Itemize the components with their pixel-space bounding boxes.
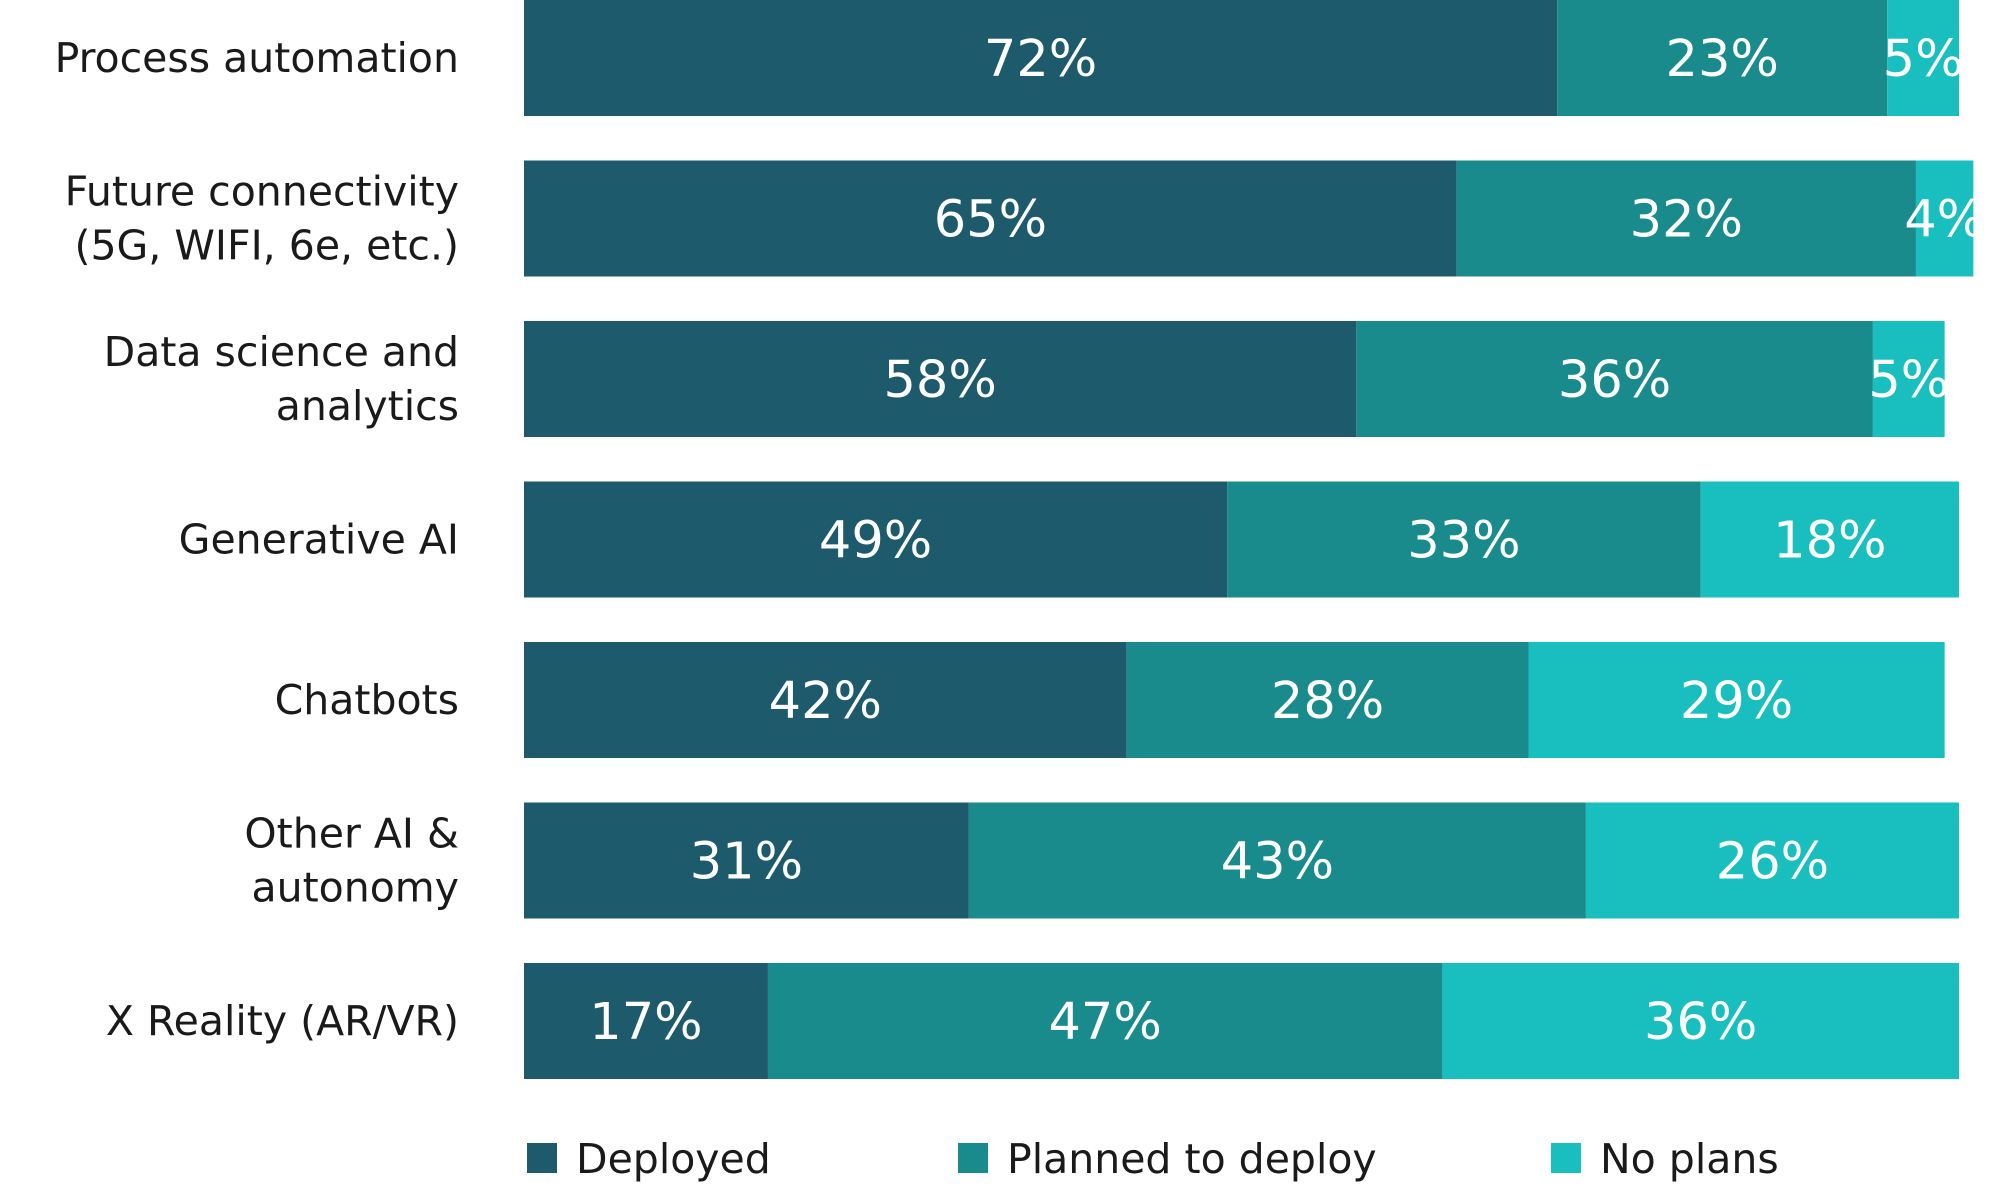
data-label: 5% [1883,30,1964,89]
category-label: Chatbots [275,676,459,724]
bar-segment-no-plans [1915,160,1974,277]
bar-segment-no-plans [1887,0,1959,116]
data-label: 47% [1048,993,1161,1052]
data-label: 72% [984,30,1097,89]
data-label: 42% [769,672,882,731]
bar-segment-planned-to-deploy [1227,481,1701,598]
bar-segment-deployed [524,321,1357,437]
category-label: Future connectivity (5G, WIFI, 6e, etc.) [65,168,459,270]
data-label: 49% [819,512,932,571]
bar-segment-planned-to-deploy [1126,642,1529,758]
data-label: 4% [1904,191,1985,250]
data-label: 36% [1558,351,1671,410]
category-label: Data science and analytics [104,328,459,430]
data-label: 43% [1221,833,1334,892]
category-labels: Process automation Future connectivity (5G… [55,34,459,1045]
bar-segment-planned-to-deploy [1356,321,1873,437]
bar-segment-no-plans [1442,963,1959,1079]
data-label: 17% [589,993,702,1052]
bar-segment-no-plans [1528,642,1945,758]
legend: Deployed Planned to deploy No plans [527,1135,1779,1183]
bars: 72% 23% 5% 65% 32% 4% 58% 36% 5% 49% 33% 18% 42% 28% 2… [524,0,1985,1079]
data-label: 28% [1271,672,1384,731]
data-label: 29% [1680,672,1793,731]
data-label: 5% [1868,351,1949,410]
category-label: Process automation [55,34,459,82]
bar-segment-deployed [524,642,1127,758]
bar-segment-no-plans [1700,481,1959,598]
data-label: 32% [1630,191,1743,250]
category-label: X Reality (AR/VR) [106,997,459,1045]
bar-segment-deployed [524,802,969,919]
bar-segment-deployed [524,963,768,1079]
legend-swatch [527,1143,557,1173]
legend-label: No plans [1600,1135,1779,1183]
legend-label: Planned to deploy [1007,1135,1377,1183]
data-label: 33% [1407,512,1520,571]
data-label: 18% [1773,512,1886,571]
category-label: Other AI & autonomy [244,810,459,912]
bar-segment-planned-to-deploy [968,802,1586,919]
data-label: 58% [883,351,996,410]
bar-segment-no-plans [1872,321,1945,437]
legend-label: Deployed [576,1135,771,1183]
bar-segment-no-plans [1585,802,1959,919]
data-label: 23% [1666,30,1779,89]
data-label: 65% [934,191,1047,250]
category-label: Generative AI [179,516,459,564]
data-label: 36% [1644,993,1757,1052]
bar-segment-deployed [524,0,1558,116]
bar-segment-deployed [524,481,1228,598]
data-label: 31% [690,833,803,892]
legend-swatch [1551,1143,1581,1173]
bar-segment-planned-to-deploy [767,963,1443,1079]
data-label: 26% [1716,833,1829,892]
bar-segment-planned-to-deploy [1456,160,1916,277]
bar-segment-deployed [524,160,1457,277]
legend-swatch [958,1143,988,1173]
bar-segment-planned-to-deploy [1557,0,1888,116]
